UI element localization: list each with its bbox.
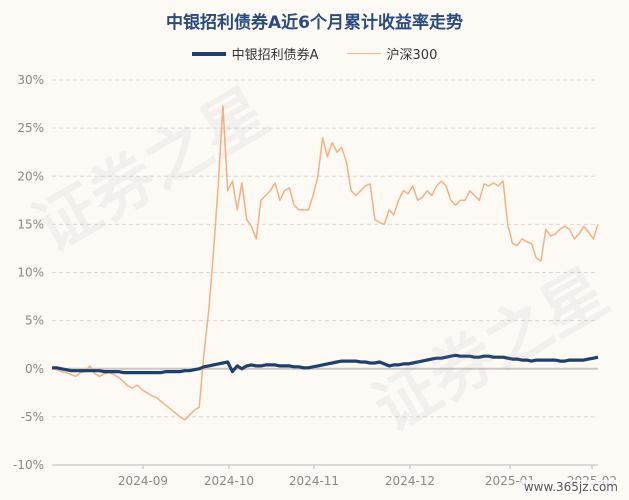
legend-item-fund[interactable]: 中银招利债券A: [191, 44, 319, 63]
site-watermark: www.365jz.com: [520, 480, 621, 494]
y-tick-label: 25%: [17, 121, 44, 135]
y-tick-label: 10%: [17, 266, 44, 280]
legend-item-index[interactable]: 沪深300: [346, 44, 438, 63]
y-tick-label: -10%: [13, 458, 44, 472]
y-tick-label: 20%: [17, 169, 44, 183]
legend-swatch-index: [346, 53, 381, 54]
y-tick-label: 5%: [25, 314, 44, 328]
x-tick-label: 2024-09: [118, 474, 168, 488]
y-tick-label: 0%: [25, 362, 44, 376]
y-tick-label: 30%: [17, 73, 44, 87]
legend: 中银招利债券A 沪深300: [0, 44, 629, 63]
x-tick-label: 2024-10: [204, 474, 254, 488]
x-tick-label: 2024-12: [385, 474, 435, 488]
y-tick-label: 15%: [17, 217, 44, 231]
legend-label-index: 沪深300: [386, 48, 438, 63]
y-tick-label: -5%: [21, 410, 44, 424]
chart-title: 中银招利债券A近6个月累计收益率走势: [166, 13, 463, 33]
series-line-fund: [52, 353, 599, 375]
x-tick-label: 2024-11: [289, 474, 339, 488]
series-line-index: [51, 105, 599, 421]
legend-label-fund: 中银招利债券A: [231, 48, 319, 63]
legend-swatch-fund: [191, 51, 226, 56]
